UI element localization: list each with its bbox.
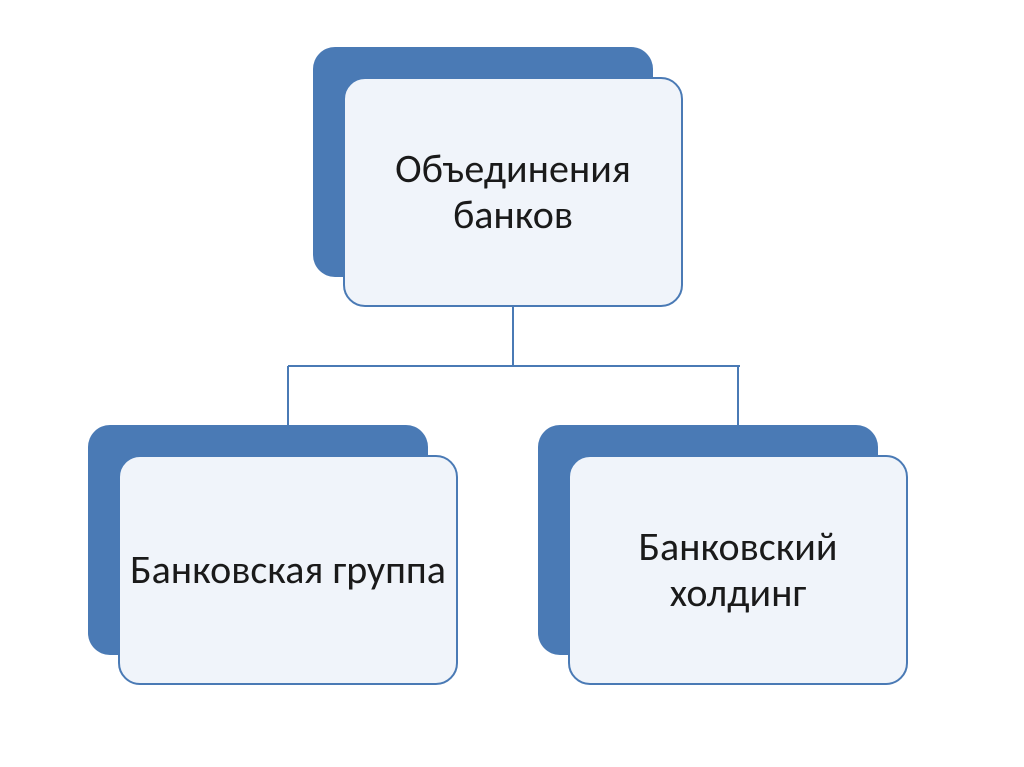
node-front-card: Банковский холдинг (568, 455, 908, 685)
connector-line (288, 365, 740, 367)
node-front-card: Объединения банков (343, 77, 683, 307)
node-front-card: Банковская группа (118, 455, 458, 685)
node-label: Банковский холдинг (570, 524, 906, 616)
connector-line (512, 307, 514, 366)
node-label: Банковская группа (130, 547, 446, 593)
connector-line (737, 366, 739, 425)
connector-line (287, 366, 289, 425)
node-label: Объединения банков (345, 146, 681, 238)
